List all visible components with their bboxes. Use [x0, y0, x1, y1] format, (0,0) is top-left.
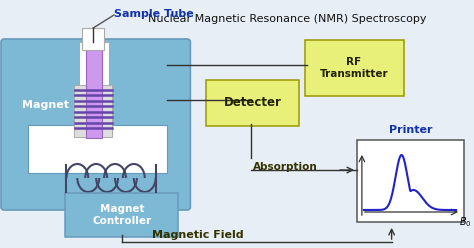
Text: Magnet
Controller: Magnet Controller	[92, 204, 152, 226]
Text: Magnetic Field: Magnetic Field	[153, 230, 244, 240]
FancyBboxPatch shape	[1, 39, 191, 210]
Text: Nuclear Magnetic Resonance (NMR) Spectroscopy: Nuclear Magnetic Resonance (NMR) Spectro…	[148, 14, 427, 24]
FancyBboxPatch shape	[82, 28, 104, 50]
Text: Sample Tube: Sample Tube	[114, 9, 194, 19]
FancyBboxPatch shape	[305, 40, 403, 96]
FancyBboxPatch shape	[28, 125, 166, 173]
Text: Printer: Printer	[389, 125, 432, 135]
Text: Detecter: Detecter	[224, 96, 282, 110]
Text: Magnet: Magnet	[22, 100, 69, 110]
FancyBboxPatch shape	[86, 48, 102, 138]
Text: $B_0$: $B_0$	[459, 215, 472, 229]
FancyBboxPatch shape	[79, 42, 109, 87]
Text: RF
Transmitter: RF Transmitter	[319, 57, 388, 79]
FancyBboxPatch shape	[206, 80, 300, 126]
Text: Absorption: Absorption	[253, 162, 318, 172]
FancyBboxPatch shape	[74, 85, 112, 137]
FancyBboxPatch shape	[357, 140, 464, 222]
FancyBboxPatch shape	[65, 193, 178, 237]
